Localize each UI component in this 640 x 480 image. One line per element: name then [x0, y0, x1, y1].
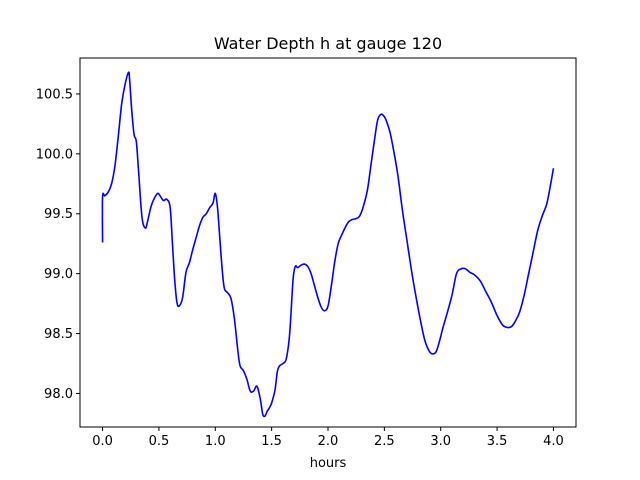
x-tick-label: 4.0: [543, 434, 564, 449]
y-axis-ticks: 98.0 98.5 99.0 99.5 100.0 100.5: [36, 87, 80, 402]
x-tick-label: 0.5: [149, 434, 170, 449]
x-axis-label: hours: [310, 456, 347, 471]
y-tick-label: 98.0: [44, 387, 73, 402]
y-tick-label: 100.5: [36, 87, 73, 102]
x-tick-label: 0.0: [92, 434, 113, 449]
series-line: [101, 71, 555, 418]
y-tick-label: 99.5: [44, 207, 73, 222]
x-axis-ticks: 0.0 0.5 1.0 1.5 2.0 2.5 3.0 3.5 4.0: [92, 427, 564, 449]
x-tick-label: 3.0: [430, 434, 451, 449]
axes-frame: [79, 57, 577, 428]
chart-title: Water Depth h at gauge 120: [214, 34, 442, 53]
x-tick-label: 1.0: [205, 434, 226, 449]
x-tick-label: 2.5: [374, 434, 395, 449]
y-tick-label: 99.0: [44, 267, 73, 282]
x-tick-label: 1.5: [261, 434, 282, 449]
y-tick-label: 100.0: [36, 147, 73, 162]
y-tick-label: 98.5: [44, 327, 73, 342]
x-tick-label: 3.5: [487, 434, 508, 449]
plot-area: [101, 71, 555, 418]
x-tick-label: 2.0: [318, 434, 339, 449]
